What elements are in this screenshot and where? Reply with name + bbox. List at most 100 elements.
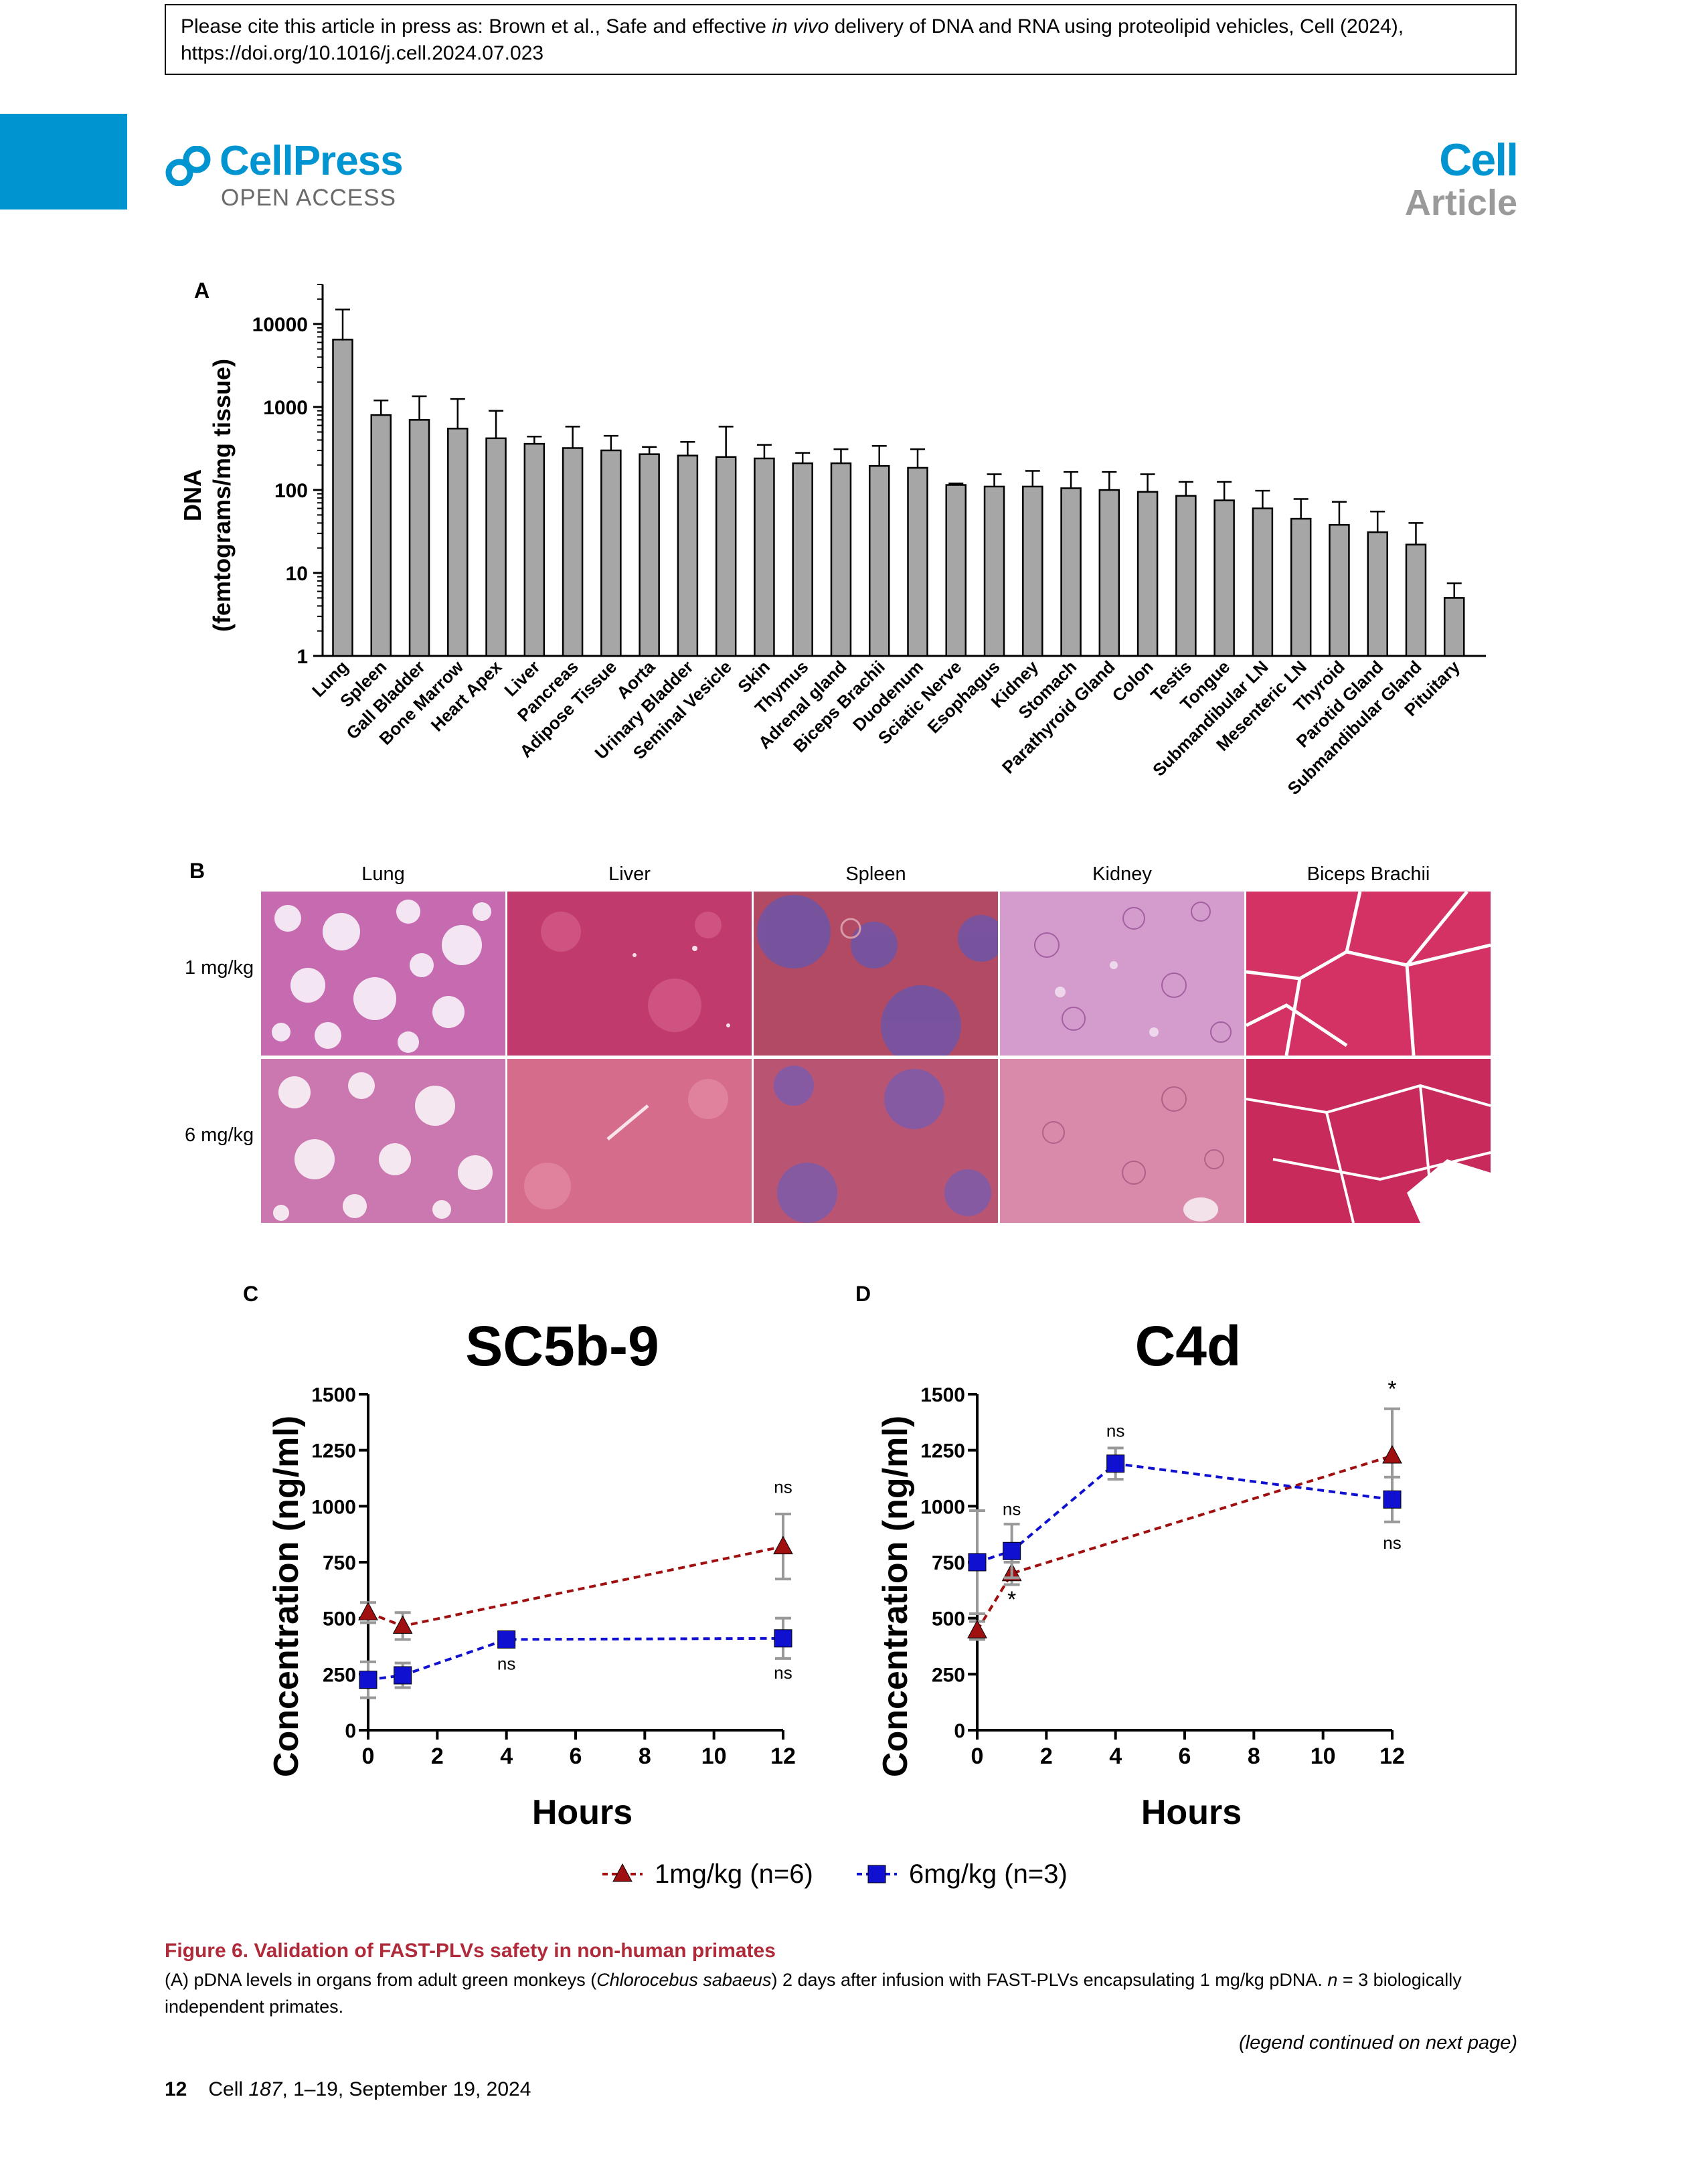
chart-c-point-square xyxy=(774,1629,792,1648)
chart-a: A DNA (femtograms/mg tissue) 1 10 100 1000 1… xyxy=(179,278,1486,799)
chart-a-ylabel-line1: DNA xyxy=(179,469,206,521)
chart-d-point-square xyxy=(968,1553,987,1572)
chart-a-bar xyxy=(1290,517,1312,657)
chart-d-ytick-label: 1500 xyxy=(920,1384,965,1406)
histology-image-biceps-1mg xyxy=(1246,892,1491,1056)
legend-label-6mg: 6mg/kg (n=3) xyxy=(909,1859,1068,1889)
chart-a-bar xyxy=(523,442,545,657)
chart-d-ytick-label: 750 xyxy=(932,1552,965,1574)
section-label: Article xyxy=(1404,183,1517,223)
histology-image-liver-1mg xyxy=(507,892,752,1056)
caption-n: n xyxy=(1327,1970,1338,1990)
chart-d-annotation: * xyxy=(1007,1587,1016,1612)
chart-a-bar xyxy=(830,462,852,657)
caption-species: Chlorocebus sabaeus xyxy=(596,1970,772,1990)
chart-a-ytick-label: 1000 xyxy=(263,397,308,419)
footer-journal: Cell xyxy=(208,2078,249,2100)
footer-volume: 187 xyxy=(248,2078,282,2100)
legend-triangle-icon xyxy=(612,1863,633,1882)
citation-doi-link[interactable]: https://doi.org/10.1016/j.cell.2024.07.0… xyxy=(181,42,544,64)
chart-d-xtick-label: 6 xyxy=(1179,1744,1191,1769)
histology-image-lung-1mg xyxy=(261,892,505,1056)
chart-c-ytick-label: 750 xyxy=(323,1552,356,1574)
chart-d-point-square xyxy=(1003,1541,1021,1560)
chart-a-bar xyxy=(1252,507,1274,657)
chart-d-plot: 0 250 500 750 1000 1250 1500 0 2 4 6 8 10 12 ns ns * * ns xyxy=(920,1376,1405,1769)
chart-d-xtick-label: 4 xyxy=(1109,1744,1122,1769)
chart-d-ytick-label: 1250 xyxy=(920,1440,965,1462)
brand-name: CellPress xyxy=(220,138,404,184)
page-footer: 12 Cell 187, 1–19, September 19, 2024 xyxy=(165,2078,531,2101)
chart-a-bar xyxy=(715,456,737,657)
chart-d-series-line-2 xyxy=(977,1462,1393,1564)
histology-image-biceps-6mg xyxy=(1246,1059,1491,1223)
legend-continued-note: (legend continued on next page) xyxy=(1239,2032,1517,2053)
chart-a-bar xyxy=(907,467,928,657)
chart-d-title: C4d xyxy=(1135,1315,1242,1377)
legend-label-1mg: 1mg/kg (n=6) xyxy=(655,1859,813,1889)
chart-c-xtick-label: 8 xyxy=(639,1744,651,1769)
chart-a-bar xyxy=(485,437,507,657)
chart-c-title: SC5b-9 xyxy=(465,1315,659,1377)
chart-c-ytick-label: 1000 xyxy=(311,1496,356,1518)
histology-col-kidney: Kidney xyxy=(1092,863,1152,885)
legend-item-1mg: 1mg/kg (n=6) xyxy=(602,1859,813,1889)
histology-image-liver-6mg xyxy=(507,1059,752,1223)
chart-d-ylabel: Concentration (ng/ml) xyxy=(876,1416,915,1777)
chart-c-ytick-label: 250 xyxy=(323,1664,356,1686)
histology-col-spleen: Spleen xyxy=(845,863,906,885)
chart-c-ylabel: Concentration (ng/ml) xyxy=(267,1416,306,1777)
chart-d-series-line-1 xyxy=(976,1454,1393,1632)
chart-d-xlabel: Hours xyxy=(1141,1793,1242,1832)
histology-image-kidney-1mg xyxy=(1000,892,1244,1056)
chart-d-point-square xyxy=(1106,1454,1125,1473)
chart-c-xtick-label: 4 xyxy=(500,1744,513,1769)
chart-a-category-label: Colon xyxy=(1108,657,1157,705)
histology-image-spleen-1mg xyxy=(754,892,998,1056)
chart-a-ytick-label: 100 xyxy=(274,480,308,502)
legend-item-6mg: 6mg/kg (n=3) xyxy=(857,1859,1068,1889)
chart-a-bar xyxy=(868,465,890,657)
chart-c-ytick-label: 0 xyxy=(345,1720,356,1742)
chart-a-bar xyxy=(983,485,1005,657)
side-color-tab xyxy=(0,114,127,209)
chart-a-bar xyxy=(1367,531,1388,657)
chart-c-point-square xyxy=(497,1630,516,1649)
chart-d-point-square xyxy=(1383,1490,1402,1509)
chart-c-xtick-label: 2 xyxy=(431,1744,444,1769)
chart-a-bar xyxy=(408,419,430,657)
page-number: 12 xyxy=(165,2078,187,2100)
histology-col-liver: Liver xyxy=(608,863,651,885)
citation-box: Please cite this article in press as: Br… xyxy=(165,4,1517,75)
chart-a-bar xyxy=(754,457,775,657)
chart-c-point-square xyxy=(394,1666,412,1685)
chart-d-annotation: ns xyxy=(1003,1499,1021,1519)
chart-c: SC5b-9 Hours Concentration (ng/ml) 0 250 5… xyxy=(267,1315,796,1832)
chart-d-annotation: ns xyxy=(1383,1533,1401,1553)
chart-a-bar xyxy=(1405,543,1427,657)
panel-b-label: B xyxy=(189,859,205,883)
histology-column-headers: Lung Liver Spleen Kidney Biceps Brachii xyxy=(261,863,1493,889)
chart-d-xtick-label: 2 xyxy=(1040,1744,1053,1769)
histology-col-biceps: Biceps Brachii xyxy=(1307,863,1430,885)
chart-a-bar xyxy=(370,414,392,657)
histology-image-kidney-6mg xyxy=(1000,1059,1244,1223)
citation-suffix: delivery of DNA and RNA using proteolipi… xyxy=(829,15,1404,37)
chart-a-ytick-label: 10 xyxy=(286,563,308,585)
chart-a-bar xyxy=(639,453,660,657)
chart-d-annotation: * xyxy=(1387,1376,1396,1402)
figure-caption-text: (A) pDNA levels in organs from adult gre… xyxy=(165,1966,1517,2020)
chart-a-bar xyxy=(1443,597,1465,657)
chart-d-xtick-label: 0 xyxy=(971,1744,984,1769)
figure-caption-title: Figure 6. Validation of FAST-PLVs safety… xyxy=(165,1940,776,1962)
chart-a-bar xyxy=(945,484,967,657)
chart-c-ytick-label: 1250 xyxy=(311,1440,356,1462)
chart-a-bar xyxy=(1213,499,1235,657)
chart-c-point-triangle xyxy=(358,1602,378,1620)
chart-c-point-triangle xyxy=(773,1535,793,1555)
chart-d-xtick-label: 8 xyxy=(1248,1744,1260,1769)
caption-text-a: (A) pDNA levels in organs from adult gre… xyxy=(165,1970,597,1990)
chart-d-ytick-label: 250 xyxy=(932,1664,965,1686)
chart-a-bar xyxy=(1329,523,1350,657)
chart-c-annotation: ns xyxy=(774,1477,792,1497)
